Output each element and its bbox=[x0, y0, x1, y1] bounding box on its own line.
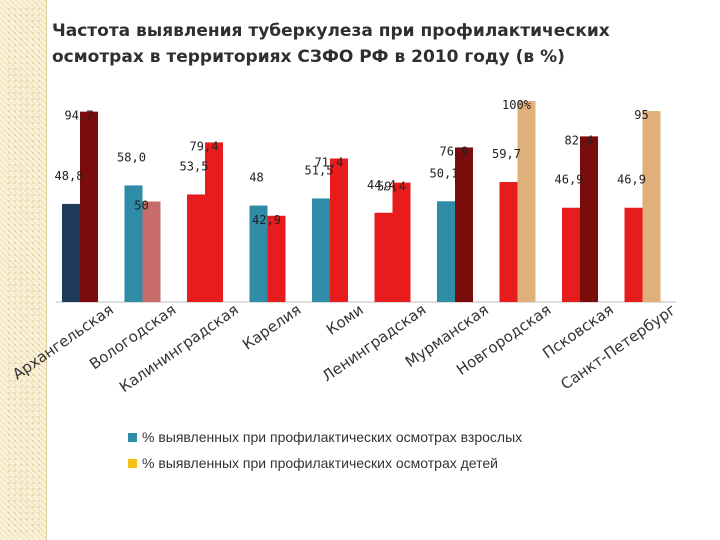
value-label-children-4: 71,4 bbox=[315, 155, 344, 169]
bar-adults-9 bbox=[624, 207, 643, 302]
category-label-3: Карелия bbox=[239, 301, 304, 354]
value-label-adults-5: 44,4 bbox=[367, 178, 396, 192]
value-label-adults-8: 46,9 bbox=[555, 173, 584, 187]
value-label-children-2: 79,4 bbox=[190, 139, 219, 153]
bar-children-7 bbox=[517, 101, 536, 302]
value-label-children-7: 100% bbox=[502, 98, 532, 112]
value-label-children-6: 76,9 bbox=[440, 144, 469, 158]
category-label-4: Коми bbox=[323, 301, 367, 339]
legend-swatch-adults bbox=[128, 432, 137, 442]
chart-legend: % выявленных при профилактических осмотр… bbox=[128, 424, 522, 476]
bar-adults-5 bbox=[374, 212, 393, 302]
value-label-adults-1: 58,0 bbox=[117, 150, 146, 164]
value-label-adults-4: 51,5 bbox=[305, 163, 334, 177]
value-label-adults-3: 48 bbox=[249, 171, 263, 185]
legend-item-adults: % выявленных при профилактических осмотр… bbox=[128, 424, 522, 450]
bar-adults-7 bbox=[499, 182, 518, 302]
decorative-dots bbox=[6, 6, 40, 534]
value-label-adults-0: 48,8 bbox=[55, 169, 84, 183]
decorative-strip bbox=[0, 0, 47, 540]
bar-children-8 bbox=[580, 136, 598, 302]
value-label-adults-6: 50,1 bbox=[430, 166, 459, 180]
bar-children-1 bbox=[142, 201, 161, 302]
bar-children-9 bbox=[642, 111, 661, 302]
bar-children-2 bbox=[205, 142, 223, 302]
bar-children-4 bbox=[330, 158, 348, 302]
bars-layer bbox=[62, 101, 661, 302]
bar-adults-1 bbox=[124, 185, 143, 302]
value-label-adults-9: 46,9 bbox=[617, 173, 646, 187]
value-label-adults-2: 53,5 bbox=[180, 159, 209, 173]
bar-adults-8 bbox=[562, 207, 580, 302]
legend-label-children: % выявленных при профилактических осмотр… bbox=[142, 455, 498, 471]
category-label-9: Санкт-Петербург bbox=[557, 300, 679, 393]
legend-swatch-children bbox=[128, 458, 137, 468]
bar-adults-0 bbox=[62, 203, 80, 302]
value-label-children-8: 82,4 bbox=[565, 133, 594, 147]
bar-adults-2 bbox=[187, 194, 205, 302]
value-labels-layer: 48,8 94,7 58,0 50 53,5 79,4 48 42,9 51,571,4 44,4… bbox=[55, 98, 649, 227]
bar-adults-6 bbox=[437, 201, 455, 302]
page-title: Частота выявления туберкулеза при профил… bbox=[52, 21, 610, 67]
value-label-children-5: 59,4 bbox=[377, 180, 406, 194]
bar-children-0 bbox=[80, 111, 98, 302]
category-label-0: Архангельская bbox=[9, 301, 117, 384]
bar-children-3 bbox=[267, 215, 286, 302]
bar-children-6 bbox=[455, 147, 473, 302]
value-label-children-3: 42,9 bbox=[252, 213, 281, 227]
legend-item-children: % выявленных при профилактических осмотр… bbox=[128, 450, 522, 476]
bar-children-5 bbox=[392, 182, 411, 302]
value-label-children-9: 95 bbox=[634, 108, 648, 122]
bar-adults-4 bbox=[312, 198, 330, 302]
value-label-children-1: 50 bbox=[134, 199, 148, 213]
category-labels-layer: АрхангельскаяВологодскаяКалининградскаяК… bbox=[9, 300, 679, 396]
bar-adults-3 bbox=[249, 205, 268, 302]
value-label-children-0: 94,7 bbox=[65, 109, 94, 123]
value-label-adults-7: 59,7 bbox=[492, 147, 521, 161]
category-label-5: Ленинградская bbox=[319, 301, 430, 386]
legend-label-adults: % выявленных при профилактических осмотр… bbox=[142, 429, 523, 445]
